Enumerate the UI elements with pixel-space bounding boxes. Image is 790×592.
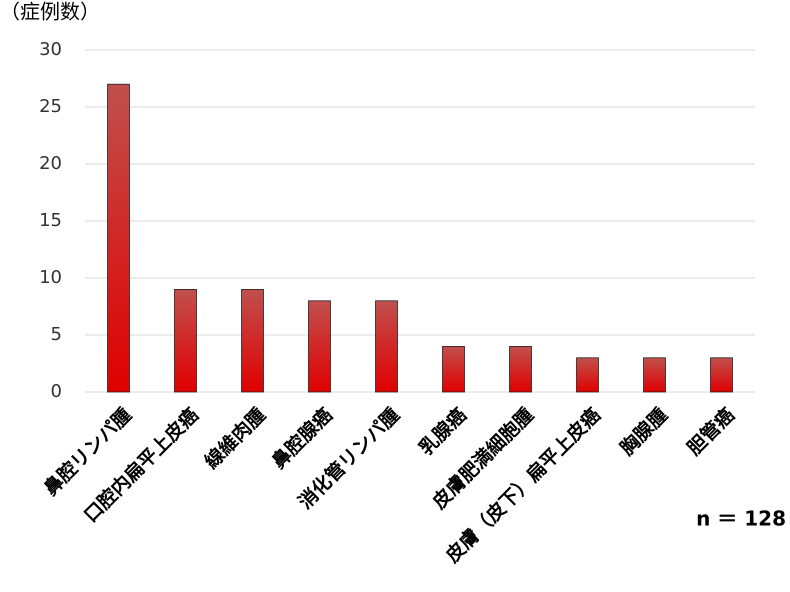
bar	[442, 345, 465, 393]
bar	[710, 357, 733, 393]
bar	[375, 300, 398, 393]
bar	[241, 288, 264, 393]
y-tick-label: 0	[51, 381, 62, 402]
x-tick-label: 線維肉腫	[200, 403, 270, 473]
bar	[643, 357, 666, 393]
y-tick-label: 25	[39, 96, 62, 117]
bar	[509, 345, 532, 393]
bar	[174, 288, 197, 393]
y-axis-label: （症例数）	[0, 0, 100, 24]
y-tick-label: 5	[51, 324, 62, 345]
bar	[308, 300, 331, 393]
y-tick-label: 20	[39, 153, 62, 174]
y-tick-label: 10	[39, 267, 62, 288]
x-tick-label: 胸腺腫	[615, 403, 672, 460]
bar	[107, 83, 130, 393]
y-tick-label: 30	[39, 39, 62, 60]
x-tick-label: 胆管癌	[682, 403, 739, 460]
x-tick-label: 鼻腔腺癌	[267, 403, 337, 473]
annotation: n ＝ 128	[696, 507, 786, 531]
bar	[576, 357, 599, 393]
y-tick-label: 15	[39, 210, 62, 231]
x-tick-label: 口腔内扁平上皮癌	[79, 403, 203, 527]
x-tick-label: 乳腺癌	[414, 403, 471, 460]
